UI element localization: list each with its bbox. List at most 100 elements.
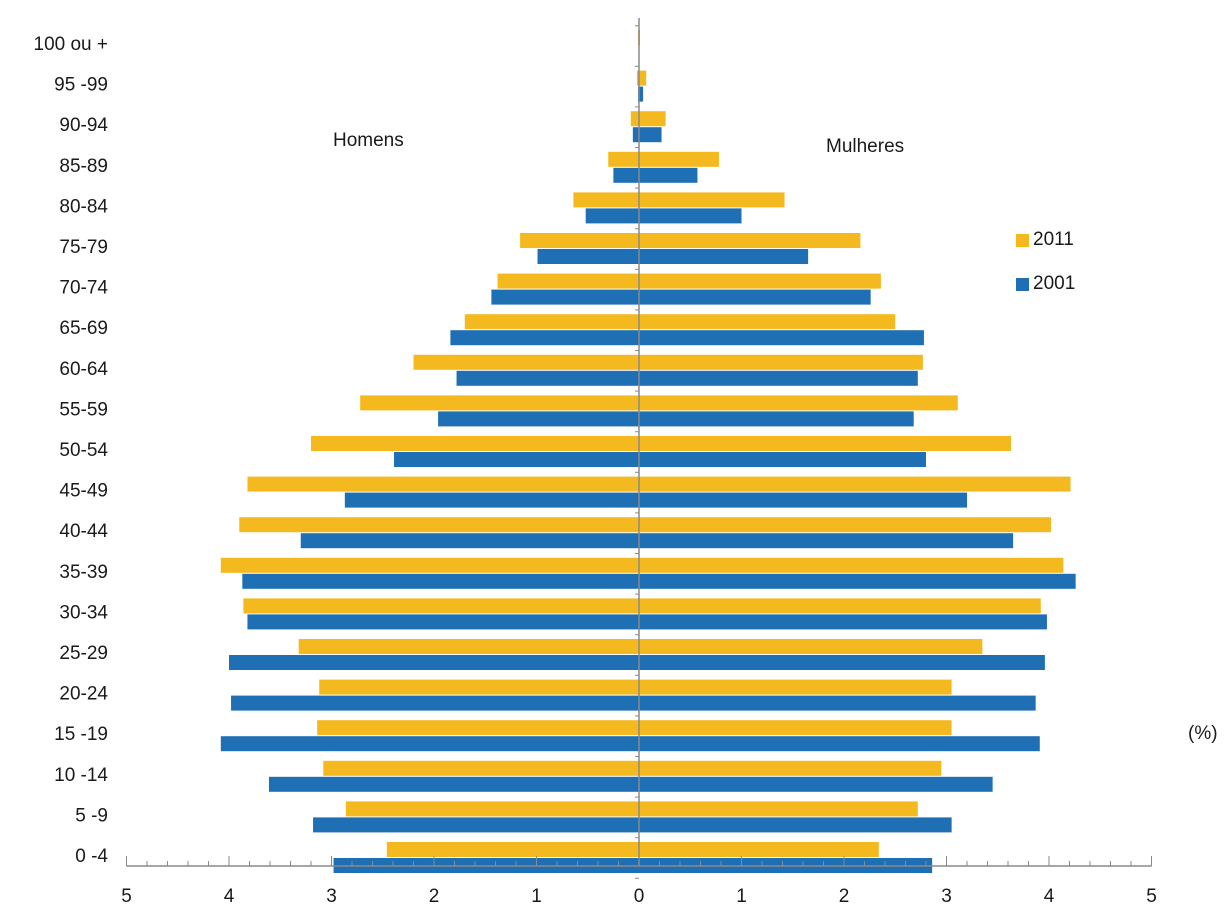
x-axis-unit-label: (%) — [1188, 723, 1218, 744]
x-tick-label: 1 — [531, 886, 542, 907]
bar-women-2001-5 — [639, 655, 1045, 670]
x-tick-label: 2 — [429, 886, 440, 907]
bar-men-2011-10 — [311, 436, 639, 451]
y-tick-label: 85-89 — [59, 156, 108, 177]
bar-women-2011-13 — [639, 314, 896, 330]
bar-women-2001-16 — [639, 208, 742, 224]
x-axis-labels: 5 4 3 2 1 0 1 2 3 4 5 — [121, 886, 1157, 907]
women-side-label: Mulheres — [826, 136, 905, 157]
bar-men-2011-4 — [319, 679, 639, 695]
legend-swatch-2001 — [1016, 277, 1029, 291]
y-tick-label: 75-79 — [59, 237, 108, 258]
y-tick-label: 25-29 — [59, 643, 108, 664]
bar-women-2011-16 — [639, 192, 785, 208]
men-side-label: Homens — [333, 130, 404, 151]
bar-women-2001-17 — [639, 167, 698, 183]
bar-women-2001-2 — [639, 776, 993, 792]
y-tick-label: 15 -19 — [54, 724, 108, 745]
bar-men-2001-1 — [313, 817, 639, 833]
bar-women-2011-8 — [639, 517, 1052, 533]
bar-men-2001-12 — [456, 370, 639, 386]
bar-women-2011-14 — [639, 273, 881, 289]
bar-women-2001-15 — [639, 249, 809, 264]
bar-women-2011-3 — [639, 720, 952, 736]
bar-women-2011-18 — [639, 111, 666, 127]
bar-men-2011-14 — [497, 273, 639, 289]
bar-men-2001-5 — [229, 655, 639, 670]
bar-men-2011-0 — [386, 842, 639, 857]
bar-men-2001-11 — [438, 411, 639, 427]
y-tick-label: 65-69 — [59, 318, 108, 339]
bar-women-2011-9 — [639, 476, 1071, 492]
bar-men-2001-8 — [300, 533, 639, 549]
bar-men-2011-1 — [345, 801, 639, 817]
legend: 2011 2001 — [1016, 226, 1075, 314]
bar-women-2011-12 — [639, 354, 923, 370]
bar-women-2001-1 — [639, 817, 952, 833]
y-tick-label: 60-64 — [59, 359, 108, 380]
bar-men-2001-10 — [394, 452, 639, 467]
y-tick-label: 55-59 — [59, 399, 108, 420]
bar-men-2011-15 — [520, 233, 639, 248]
x-tick-label: 3 — [941, 886, 952, 907]
bar-men-2011-7 — [220, 557, 640, 573]
bar-men-2011-16 — [573, 192, 639, 208]
bar-women-2011-2 — [639, 760, 942, 776]
y-tick-label: 95 -99 — [54, 75, 108, 96]
bar-men-2001-3 — [220, 736, 640, 752]
x-tick-label: 5 — [1146, 886, 1157, 907]
y-tick-label: 80-84 — [59, 196, 108, 217]
x-tick-label: 4 — [1044, 886, 1055, 907]
bar-men-2001-4 — [231, 695, 640, 711]
y-tick-label: 70-74 — [59, 278, 108, 299]
bar-women-2001-4 — [639, 695, 1036, 711]
y-tick-label: 0 -4 — [75, 846, 108, 867]
x-tick-label: 2 — [839, 886, 850, 907]
y-tick-label: 40-44 — [59, 521, 108, 542]
bar-women-2001-13 — [639, 330, 924, 346]
bar-women-2011-15 — [639, 233, 861, 248]
bar-women-2001-12 — [639, 370, 918, 386]
bar-men-2011-9 — [247, 476, 639, 492]
y-tick-label: 20-24 — [59, 684, 108, 705]
legend-item-2011: 2011 — [1016, 226, 1075, 254]
bar-women-2001-8 — [639, 533, 1014, 549]
bar-women-2001-9 — [639, 492, 967, 508]
bar-men-2011-13 — [464, 314, 639, 330]
bar-women-2001-11 — [639, 411, 914, 427]
bar-men-2011-11 — [360, 395, 639, 411]
bar-men-2011-18 — [630, 111, 639, 127]
y-tick-label: 5 -9 — [75, 805, 108, 826]
bar-men-2001-6 — [247, 614, 639, 630]
y-tick-label: 35-39 — [59, 562, 108, 583]
bar-men-2001-7 — [242, 573, 639, 589]
x-tick-label: 5 — [121, 886, 132, 907]
bar-women-2011-19 — [639, 70, 647, 86]
y-tick-label: 50-54 — [59, 440, 108, 461]
bar-men-2011-6 — [243, 598, 639, 614]
bar-men-2011-12 — [413, 354, 639, 370]
bar-women-2011-17 — [639, 151, 719, 167]
x-tick-label: 4 — [224, 886, 235, 907]
bar-women-2011-0 — [639, 842, 879, 857]
y-tick-label: 30-34 — [59, 602, 108, 623]
bar-men-2001-17 — [613, 167, 639, 183]
bar-men-2011-2 — [323, 760, 639, 776]
bar-men-2001-16 — [585, 208, 639, 224]
bar-women-2001-7 — [639, 573, 1076, 589]
bar-women-2011-10 — [639, 436, 1012, 451]
bar-women-2001-18 — [639, 127, 662, 143]
bars-group — [220, 30, 1076, 873]
x-tick-label: 1 — [736, 886, 747, 907]
bar-men-2011-5 — [298, 639, 639, 654]
bar-men-2011-17 — [608, 151, 639, 167]
bar-men-2001-9 — [344, 492, 639, 508]
bar-men-2011-19 — [636, 70, 639, 86]
bar-men-2001-15 — [537, 249, 639, 264]
x-tick-label: 0 — [634, 886, 645, 907]
y-tick-label: 10 -14 — [54, 765, 108, 786]
bar-women-2011-7 — [639, 557, 1064, 573]
legend-label-2001: 2001 — [1033, 273, 1076, 294]
bar-women-2001-19 — [639, 86, 644, 102]
